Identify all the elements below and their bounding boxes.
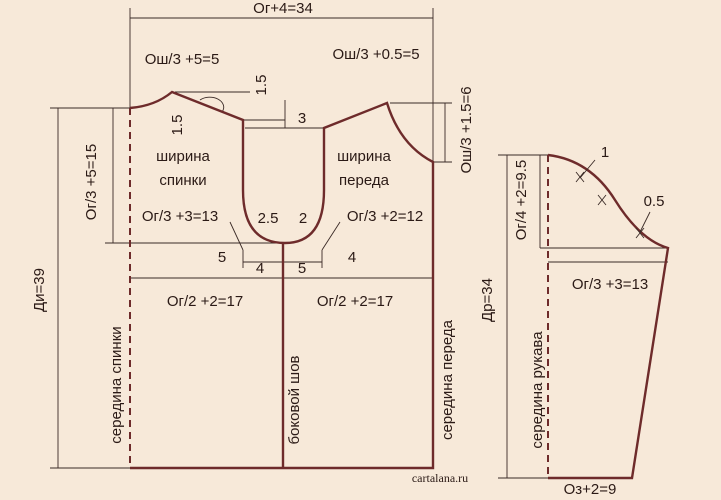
bodice-outline bbox=[129, 90, 435, 470]
dimension-label: Ог/4 +2=9.5 bbox=[513, 160, 530, 241]
dimension-label: 2.5 bbox=[258, 210, 279, 227]
dimension-label: 0.5 bbox=[644, 193, 665, 210]
dimension-label: Ог/3 +5=15 bbox=[83, 144, 100, 220]
area-label: спинки bbox=[159, 172, 206, 189]
dimension-label: Ог/2 +2=17 bbox=[317, 293, 393, 310]
dimension-label: Ош/3 +5=5 bbox=[145, 51, 220, 68]
dimension-label: 5 bbox=[218, 249, 226, 266]
dimension-label: 2 bbox=[299, 210, 307, 227]
dimension-label: Оз+2=9 bbox=[564, 481, 617, 498]
dimension-label: 4 bbox=[348, 249, 356, 266]
site-credit: cartalana.ru bbox=[412, 471, 468, 485]
dimension-label: 1.5 bbox=[253, 75, 270, 96]
dimension-label: 1.5 bbox=[169, 115, 186, 136]
dimension-label: 5 bbox=[298, 260, 306, 277]
dimension-label: Ог/3 +3=13 bbox=[142, 208, 218, 225]
dimension-lines bbox=[50, 8, 668, 479]
dimension-label: Ош/3 +1.5=6 bbox=[458, 86, 475, 173]
line-label: середина переда bbox=[439, 319, 456, 440]
area-label: ширина bbox=[156, 148, 210, 165]
dimension-label: Ог+4=34 bbox=[253, 0, 313, 17]
dimension-label: Ог/3 +3=13 bbox=[572, 276, 648, 293]
dimension-label: Ог/3 +2=12 bbox=[347, 208, 423, 225]
area-label: переда bbox=[339, 172, 390, 189]
sleeve-outline bbox=[547, 153, 670, 480]
dimension-label: 3 bbox=[298, 110, 306, 127]
dimension-label: 1 bbox=[601, 144, 609, 161]
area-label: ширина bbox=[337, 148, 391, 165]
dimension-label: Др=34 bbox=[479, 278, 496, 322]
dimension-label: Ог/2 +2=17 bbox=[167, 293, 243, 310]
line-label: середина спинки bbox=[108, 326, 125, 443]
dimension-label: 4 bbox=[256, 260, 264, 277]
line-label: боковой шов bbox=[286, 355, 303, 444]
dimension-label: Ди=39 bbox=[31, 268, 48, 312]
line-label: середина рукава bbox=[529, 331, 546, 449]
dimension-label: Ош/3 +0.5=5 bbox=[332, 46, 419, 63]
